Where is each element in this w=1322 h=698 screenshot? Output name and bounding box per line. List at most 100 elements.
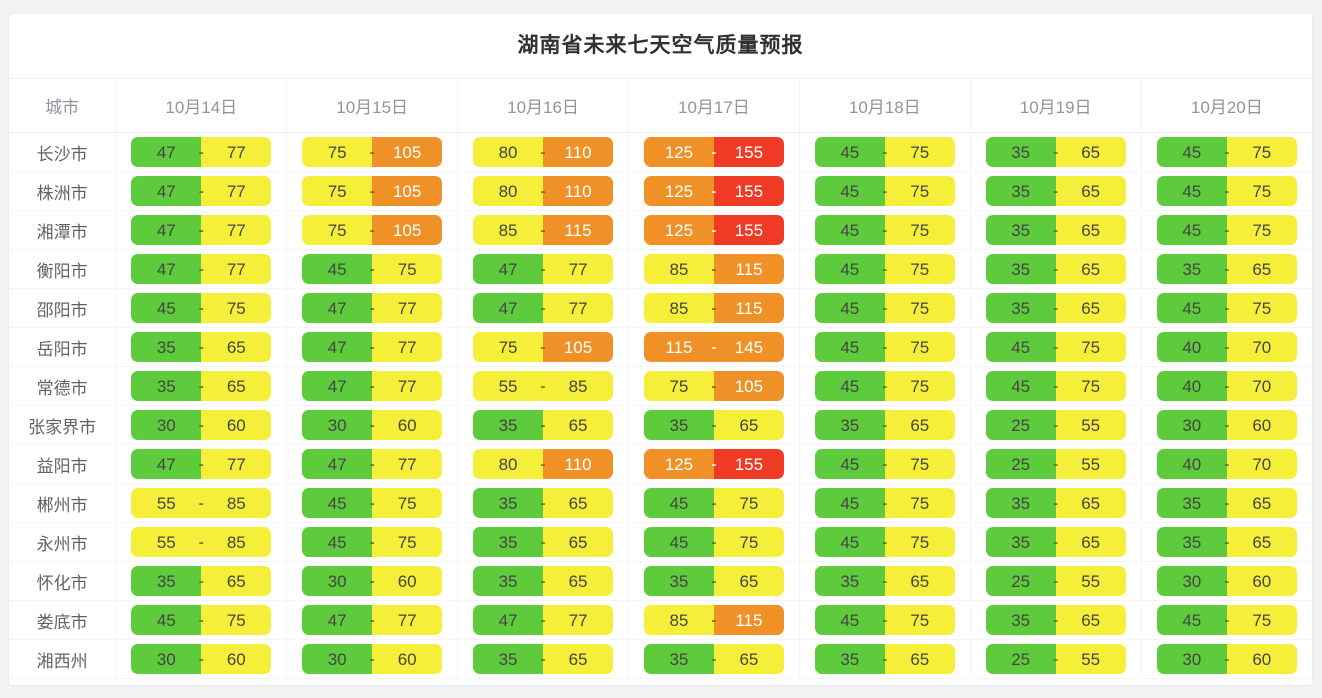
column-header-date: 10月15日 bbox=[286, 78, 458, 133]
forecast-cell: 35 65- bbox=[969, 210, 1142, 250]
city-label: 益阳市 bbox=[9, 444, 116, 484]
aqi-high-value: 77 bbox=[543, 254, 614, 284]
aqi-low-value: 35 bbox=[985, 605, 1056, 635]
aqi-low-value: 30 bbox=[131, 410, 202, 440]
aqi-range-badge: 47 77- bbox=[473, 293, 614, 323]
aqi-low-value: 47 bbox=[131, 215, 202, 245]
forecast-cell: 85 115- bbox=[627, 249, 800, 289]
table-row: 株洲市 47 77-75 105-80 110-125 155-45 75-35 65-45 7… bbox=[9, 171, 1312, 211]
forecast-cell: 35 65- bbox=[115, 366, 287, 406]
aqi-low-value: 35 bbox=[643, 644, 714, 674]
aqi-range-badge: 80 110- bbox=[473, 176, 614, 206]
aqi-low-value: 45 bbox=[131, 293, 202, 323]
table-row: 怀化市 35 65- 30 60- 35 65- 35 65- 35 65- 25 55- 30 60- bbox=[9, 561, 1312, 601]
forecast-cell: 35 65- bbox=[115, 561, 287, 601]
aqi-low-value: 45 bbox=[302, 488, 373, 518]
forecast-cell: 35 65- bbox=[457, 639, 629, 679]
aqi-high-value: 155 bbox=[713, 449, 784, 479]
aqi-low-value: 45 bbox=[1156, 137, 1227, 167]
aqi-range-badge: 45 75- bbox=[131, 605, 272, 635]
aqi-range-badge: 85 115- bbox=[473, 215, 614, 245]
forecast-cell: 47 77- bbox=[115, 171, 287, 211]
aqi-high-value: 77 bbox=[372, 371, 443, 401]
column-header-city: 城市 bbox=[9, 78, 116, 133]
aqi-low-value: 35 bbox=[131, 566, 202, 596]
aqi-high-value: 75 bbox=[372, 488, 443, 518]
forecast-cell: 47 77- bbox=[286, 366, 458, 406]
forecast-cell: 47 77- bbox=[457, 249, 629, 289]
city-label: 娄底市 bbox=[9, 600, 116, 640]
aqi-high-value: 75 bbox=[884, 449, 955, 479]
aqi-high-value: 65 bbox=[543, 527, 614, 557]
aqi-high-value: 85 bbox=[201, 488, 272, 518]
aqi-low-value: 125 bbox=[643, 449, 714, 479]
forecast-cell: 35 65- bbox=[798, 405, 971, 445]
forecast-cell: 85 115- bbox=[627, 600, 800, 640]
forecast-cell: 35 65- bbox=[1140, 249, 1312, 289]
forecast-cell: 80 110- bbox=[457, 171, 629, 211]
forecast-cell: 45 75- bbox=[1140, 288, 1312, 328]
aqi-range-badge: 35 65- bbox=[985, 527, 1126, 557]
forecast-cell: 35 65- bbox=[627, 561, 800, 601]
aqi-range-badge: 30 60- bbox=[1156, 410, 1297, 440]
aqi-range-badge: 75 105- bbox=[302, 176, 443, 206]
aqi-range-badge: 35 65- bbox=[814, 644, 955, 674]
aqi-low-value: 30 bbox=[131, 644, 202, 674]
aqi-range-badge: 115 145- bbox=[643, 332, 784, 362]
aqi-low-value: 45 bbox=[814, 293, 885, 323]
aqi-low-value: 25 bbox=[985, 566, 1056, 596]
forecast-cell: 45 75- bbox=[798, 132, 971, 172]
forecast-cell: 35 65- bbox=[969, 249, 1142, 289]
table-row: 娄底市 45 75- 47 77- 47 77- 85 115- 45 75- 35 65- 45 75- bbox=[9, 600, 1312, 640]
aqi-low-value: 35 bbox=[985, 293, 1056, 323]
aqi-range-badge: 45 75- bbox=[302, 254, 443, 284]
aqi-range-badge: 35 65- bbox=[473, 644, 614, 674]
forecast-cell: 45 75- bbox=[1140, 171, 1312, 211]
aqi-range-badge: 45 75- bbox=[643, 527, 784, 557]
forecast-cell: 75 105- bbox=[457, 327, 629, 367]
forecast-cell: 115 145- bbox=[627, 327, 800, 367]
aqi-range-badge: 85 115- bbox=[643, 293, 784, 323]
forecast-cell: 47 77- bbox=[286, 600, 458, 640]
aqi-high-value: 65 bbox=[201, 566, 272, 596]
forecast-cell: 35 65- bbox=[969, 600, 1142, 640]
aqi-range-badge: 55 85- bbox=[131, 527, 272, 557]
forecast-cell: 25 55- bbox=[969, 405, 1142, 445]
forecast-cell: 47 77- bbox=[457, 288, 629, 328]
aqi-high-value: 65 bbox=[1055, 488, 1126, 518]
forecast-cell: 45 75- bbox=[115, 600, 287, 640]
aqi-low-value: 25 bbox=[985, 449, 1056, 479]
aqi-low-value: 80 bbox=[473, 449, 544, 479]
aqi-low-value: 35 bbox=[473, 527, 544, 557]
aqi-range-badge: 35 65- bbox=[1156, 254, 1297, 284]
forecast-cell: 35 65- bbox=[457, 405, 629, 445]
forecast-cell: 47 77- bbox=[286, 288, 458, 328]
aqi-range-badge: 25 55- bbox=[985, 566, 1126, 596]
aqi-high-value: 65 bbox=[543, 566, 614, 596]
aqi-high-value: 155 bbox=[713, 137, 784, 167]
forecast-cell: 35 65- bbox=[1140, 483, 1312, 523]
aqi-range-badge: 45 75- bbox=[985, 371, 1126, 401]
aqi-low-value: 75 bbox=[473, 332, 544, 362]
column-header-date: 10月17日 bbox=[627, 78, 800, 133]
aqi-range-badge: 45 75- bbox=[1156, 293, 1297, 323]
aqi-high-value: 75 bbox=[1226, 176, 1297, 206]
aqi-high-value: 77 bbox=[543, 293, 614, 323]
forecast-table: 城市 10月14日 10月15日 10月16日 10月17日 10月18日 10月19日 1… bbox=[9, 78, 1312, 679]
aqi-high-value: 77 bbox=[201, 254, 272, 284]
aqi-low-value: 45 bbox=[985, 371, 1056, 401]
forecast-cell: 45 75- bbox=[798, 483, 971, 523]
aqi-high-value: 60 bbox=[372, 644, 443, 674]
aqi-range-badge: 35 65- bbox=[473, 410, 614, 440]
forecast-cell: 35 65- bbox=[1140, 522, 1312, 562]
aqi-range-badge: 45 75- bbox=[814, 137, 955, 167]
aqi-low-value: 35 bbox=[1156, 488, 1227, 518]
aqi-low-value: 45 bbox=[985, 332, 1056, 362]
aqi-range-badge: 45 75- bbox=[1156, 176, 1297, 206]
aqi-range-badge: 25 55- bbox=[985, 644, 1126, 674]
aqi-low-value: 45 bbox=[302, 254, 373, 284]
aqi-range-badge: 35 65- bbox=[814, 410, 955, 440]
aqi-low-value: 45 bbox=[814, 215, 885, 245]
aqi-low-value: 40 bbox=[1156, 449, 1227, 479]
forecast-cell: 35 65- bbox=[457, 483, 629, 523]
